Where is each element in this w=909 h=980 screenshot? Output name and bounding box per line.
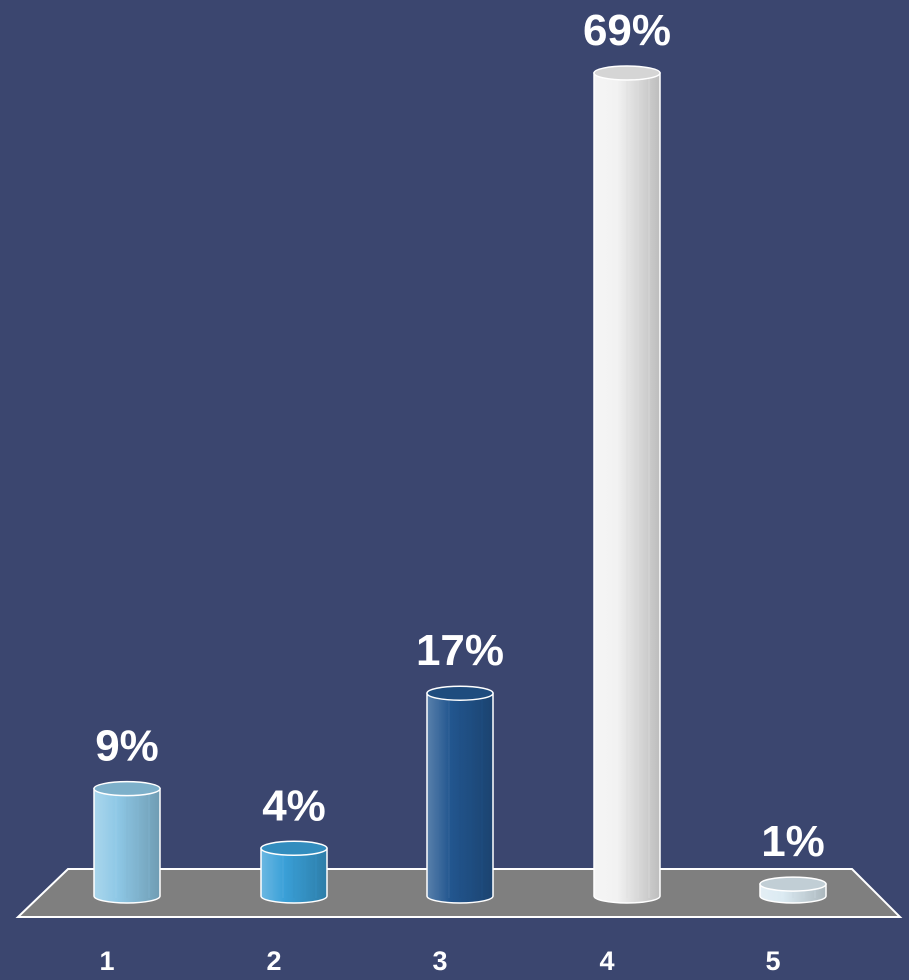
x-tick-label: 4 — [599, 946, 614, 975]
bar-top — [93, 780, 161, 797]
value-label: 4% — [262, 781, 326, 830]
value-label: 69% — [583, 6, 671, 55]
x-tick-label: 3 — [432, 946, 447, 975]
bar-top — [593, 65, 661, 81]
x-tick-label: 1 — [99, 946, 114, 975]
bar-top — [426, 685, 494, 701]
value-label: 1% — [761, 817, 825, 866]
bars-layer — [93, 65, 827, 904]
bar-5 — [759, 876, 827, 904]
bar-top — [759, 876, 827, 892]
bar-3 — [426, 685, 494, 904]
bar-2 — [260, 840, 328, 904]
value-label: 17% — [416, 626, 504, 675]
bar-4 — [593, 65, 661, 904]
bar-1 — [93, 780, 161, 904]
value-labels-layer: 9% 4% 17% 69% 1% — [95, 6, 825, 866]
bar-top — [260, 840, 328, 857]
x-tick-label: 2 — [266, 946, 281, 975]
x-tick-label: 5 — [765, 946, 780, 975]
value-label: 9% — [95, 722, 159, 771]
x-tick-labels-layer: 1 2 3 4 5 — [99, 946, 780, 976]
